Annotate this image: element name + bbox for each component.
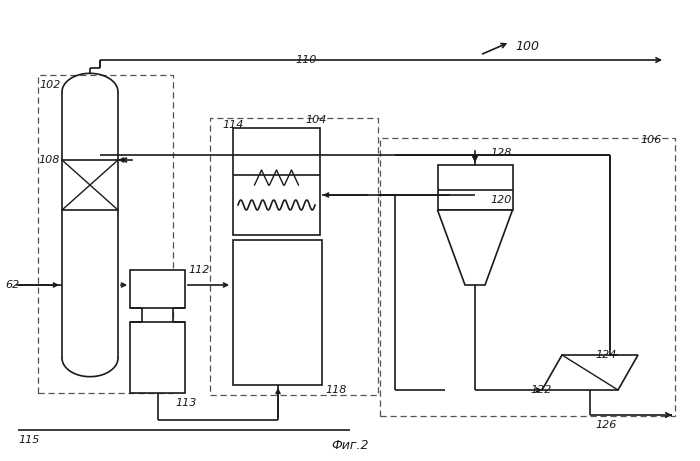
Bar: [210, 118, 378, 395]
Text: 126: 126: [595, 420, 617, 430]
Text: 102: 102: [39, 80, 60, 90]
Bar: [380, 138, 675, 416]
Bar: [38, 75, 173, 393]
Text: 120: 120: [490, 195, 512, 205]
Text: 128: 128: [490, 148, 512, 158]
Bar: [438, 165, 512, 210]
Text: Фиг.2: Фиг.2: [331, 439, 369, 452]
Text: 100: 100: [515, 40, 539, 53]
Text: 115: 115: [18, 435, 39, 445]
Text: 124: 124: [595, 350, 617, 360]
Text: 114: 114: [222, 120, 244, 130]
Bar: [130, 322, 185, 393]
Text: 113: 113: [175, 398, 197, 408]
Text: 106: 106: [640, 135, 662, 145]
Text: 112: 112: [188, 265, 209, 275]
Bar: [130, 270, 185, 308]
Text: 122: 122: [530, 385, 552, 395]
Polygon shape: [438, 210, 512, 285]
Text: 110: 110: [295, 55, 316, 65]
Bar: [233, 240, 322, 385]
Text: 62: 62: [5, 280, 20, 290]
Polygon shape: [542, 355, 638, 390]
Bar: [233, 128, 320, 235]
Text: 118: 118: [325, 385, 346, 395]
Text: 108: 108: [38, 155, 60, 165]
Text: 104: 104: [305, 115, 326, 125]
